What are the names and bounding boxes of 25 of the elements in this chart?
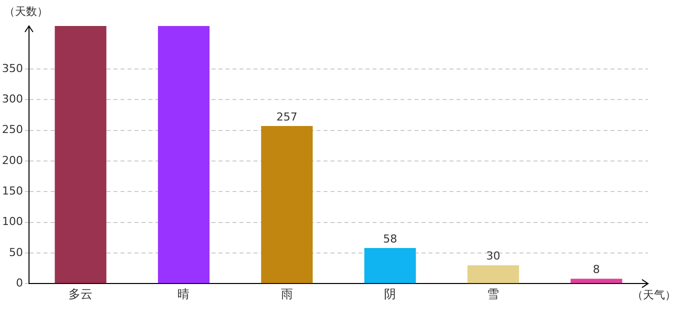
y-axis-title: （天数） — [4, 4, 48, 18]
data-label: 30 — [486, 250, 500, 263]
bar — [158, 26, 210, 284]
data-label: 8 — [592, 263, 600, 276]
y-tick-label: 300 — [2, 92, 23, 106]
data-label: 58 — [383, 232, 398, 246]
x-tick-label: 阴 — [384, 286, 396, 301]
y-tick-label: 250 — [2, 123, 23, 136]
bar — [364, 248, 416, 284]
bar — [570, 278, 622, 284]
bar — [261, 126, 313, 284]
y-tick-label: 150 — [2, 184, 23, 198]
y-tick-label: 100 — [2, 215, 23, 228]
y-tick-label: 0 — [16, 276, 23, 290]
bar — [467, 265, 520, 284]
bar — [54, 26, 106, 284]
x-tick-label: 雪 — [487, 286, 500, 301]
x-tick-label: 雨 — [280, 286, 293, 301]
x-axis-title: （天气） — [632, 288, 676, 302]
y-tick-label: 50 — [8, 246, 23, 259]
x-tick-label: 晴 — [178, 286, 190, 301]
y-tick-label: 350 — [2, 62, 23, 75]
data-label: 257 — [276, 110, 298, 124]
y-tick-label: 200 — [2, 154, 23, 167]
x-tick-label: 多云 — [68, 286, 93, 301]
